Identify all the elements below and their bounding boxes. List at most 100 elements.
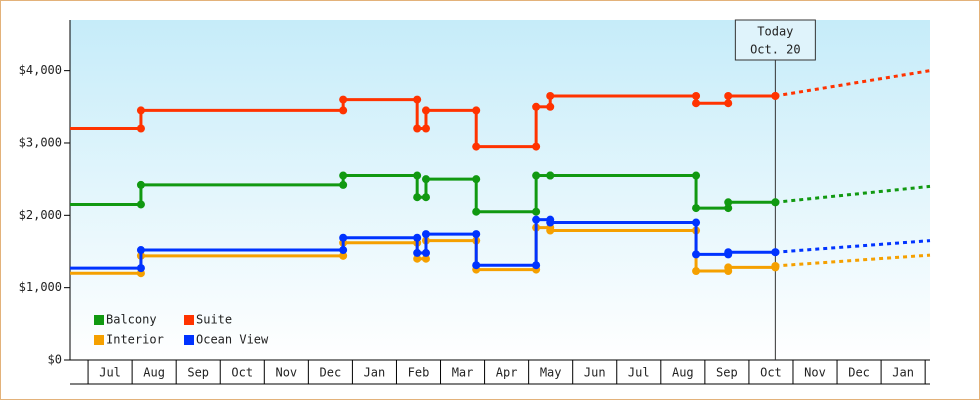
legend-swatch (184, 335, 194, 345)
point-marker (724, 263, 733, 272)
projection-line (775, 239, 931, 254)
point-marker (472, 261, 481, 270)
legend-swatch (94, 335, 104, 345)
point-marker (136, 124, 145, 133)
point-marker (339, 233, 348, 242)
x-tick-label: Jul (99, 366, 121, 380)
point-marker (339, 246, 348, 255)
x-tick-label: Feb (408, 366, 430, 380)
point-marker (136, 180, 145, 189)
point-marker (413, 193, 422, 202)
point-marker (421, 248, 430, 257)
point-marker (413, 95, 422, 104)
point-marker (771, 261, 780, 270)
today-label: Today (757, 25, 793, 39)
point-marker (472, 207, 481, 216)
point-marker (771, 248, 780, 257)
legend-label: Balcony (106, 313, 157, 327)
legend-swatch (184, 315, 194, 325)
y-tick-label: $2,000 (19, 208, 62, 222)
projection-line (775, 184, 931, 204)
point-marker (532, 261, 541, 270)
point-marker (339, 106, 348, 115)
point-marker (532, 142, 541, 151)
x-tick-label: Dec (848, 366, 870, 380)
point-marker (421, 230, 430, 239)
x-tick-label: Jan (364, 366, 386, 380)
x-tick-label: Oct (760, 366, 782, 380)
legend-label: Suite (196, 313, 232, 327)
x-tick-label: Jun (584, 366, 606, 380)
x-tick-label: Mar (452, 366, 474, 380)
y-tick-label: $1,000 (19, 280, 62, 294)
point-marker (421, 106, 430, 115)
point-marker (136, 264, 145, 273)
point-marker (724, 204, 733, 213)
point-marker (413, 171, 422, 180)
point-marker (339, 180, 348, 189)
point-marker (724, 99, 733, 108)
point-marker (724, 248, 733, 257)
point-marker (532, 215, 541, 224)
x-tick-label: Dec (320, 366, 342, 380)
point-marker (421, 124, 430, 133)
point-marker (771, 198, 780, 207)
point-marker (413, 248, 422, 257)
x-tick-label: Sep (187, 366, 209, 380)
point-marker (413, 254, 422, 263)
point-marker (472, 106, 481, 115)
plot-area (70, 20, 930, 360)
x-tick-label: Jul (628, 366, 650, 380)
point-marker (692, 204, 701, 213)
point-marker (472, 175, 481, 184)
point-marker (532, 171, 541, 180)
point-marker (692, 99, 701, 108)
projection-line (775, 69, 931, 98)
x-tick-label: Oct (231, 366, 253, 380)
point-marker (546, 226, 555, 235)
y-tick-label: $4,000 (19, 63, 62, 77)
point-marker (413, 233, 422, 242)
point-marker (692, 267, 701, 276)
point-marker (421, 254, 430, 263)
point-marker (421, 175, 430, 184)
point-marker (771, 91, 780, 100)
x-tick-label: May (540, 366, 562, 380)
point-marker (546, 171, 555, 180)
legend-label: Interior (106, 333, 164, 347)
point-marker (724, 198, 733, 207)
legend-label: Ocean View (196, 333, 269, 347)
x-tick-label: Nov (804, 366, 826, 380)
point-marker (339, 95, 348, 104)
point-marker (339, 251, 348, 260)
point-marker (136, 246, 145, 255)
x-tick-label: Nov (275, 366, 297, 380)
point-marker (724, 91, 733, 100)
point-marker (136, 106, 145, 115)
point-marker (136, 200, 145, 209)
x-tick-label: Aug (143, 366, 165, 380)
today-date: Oct. 20 (750, 43, 801, 57)
point-marker (421, 193, 430, 202)
y-tick-label: $3,000 (19, 135, 62, 149)
point-marker (532, 207, 541, 216)
point-marker (339, 171, 348, 180)
point-marker (692, 171, 701, 180)
today-box (734, 19, 816, 61)
projection-line (775, 253, 931, 268)
y-tick-label: $0 (48, 353, 62, 367)
point-marker (692, 218, 701, 227)
x-tick-label: Jan (892, 366, 914, 380)
point-marker (546, 91, 555, 100)
point-marker (692, 250, 701, 259)
point-marker (546, 102, 555, 111)
point-marker (472, 230, 481, 239)
point-marker (532, 102, 541, 111)
point-marker (692, 91, 701, 100)
point-marker (413, 124, 422, 133)
x-tick-label: Apr (496, 366, 518, 380)
point-marker (546, 218, 555, 227)
x-tick-label: Sep (716, 366, 738, 380)
point-marker (472, 142, 481, 151)
